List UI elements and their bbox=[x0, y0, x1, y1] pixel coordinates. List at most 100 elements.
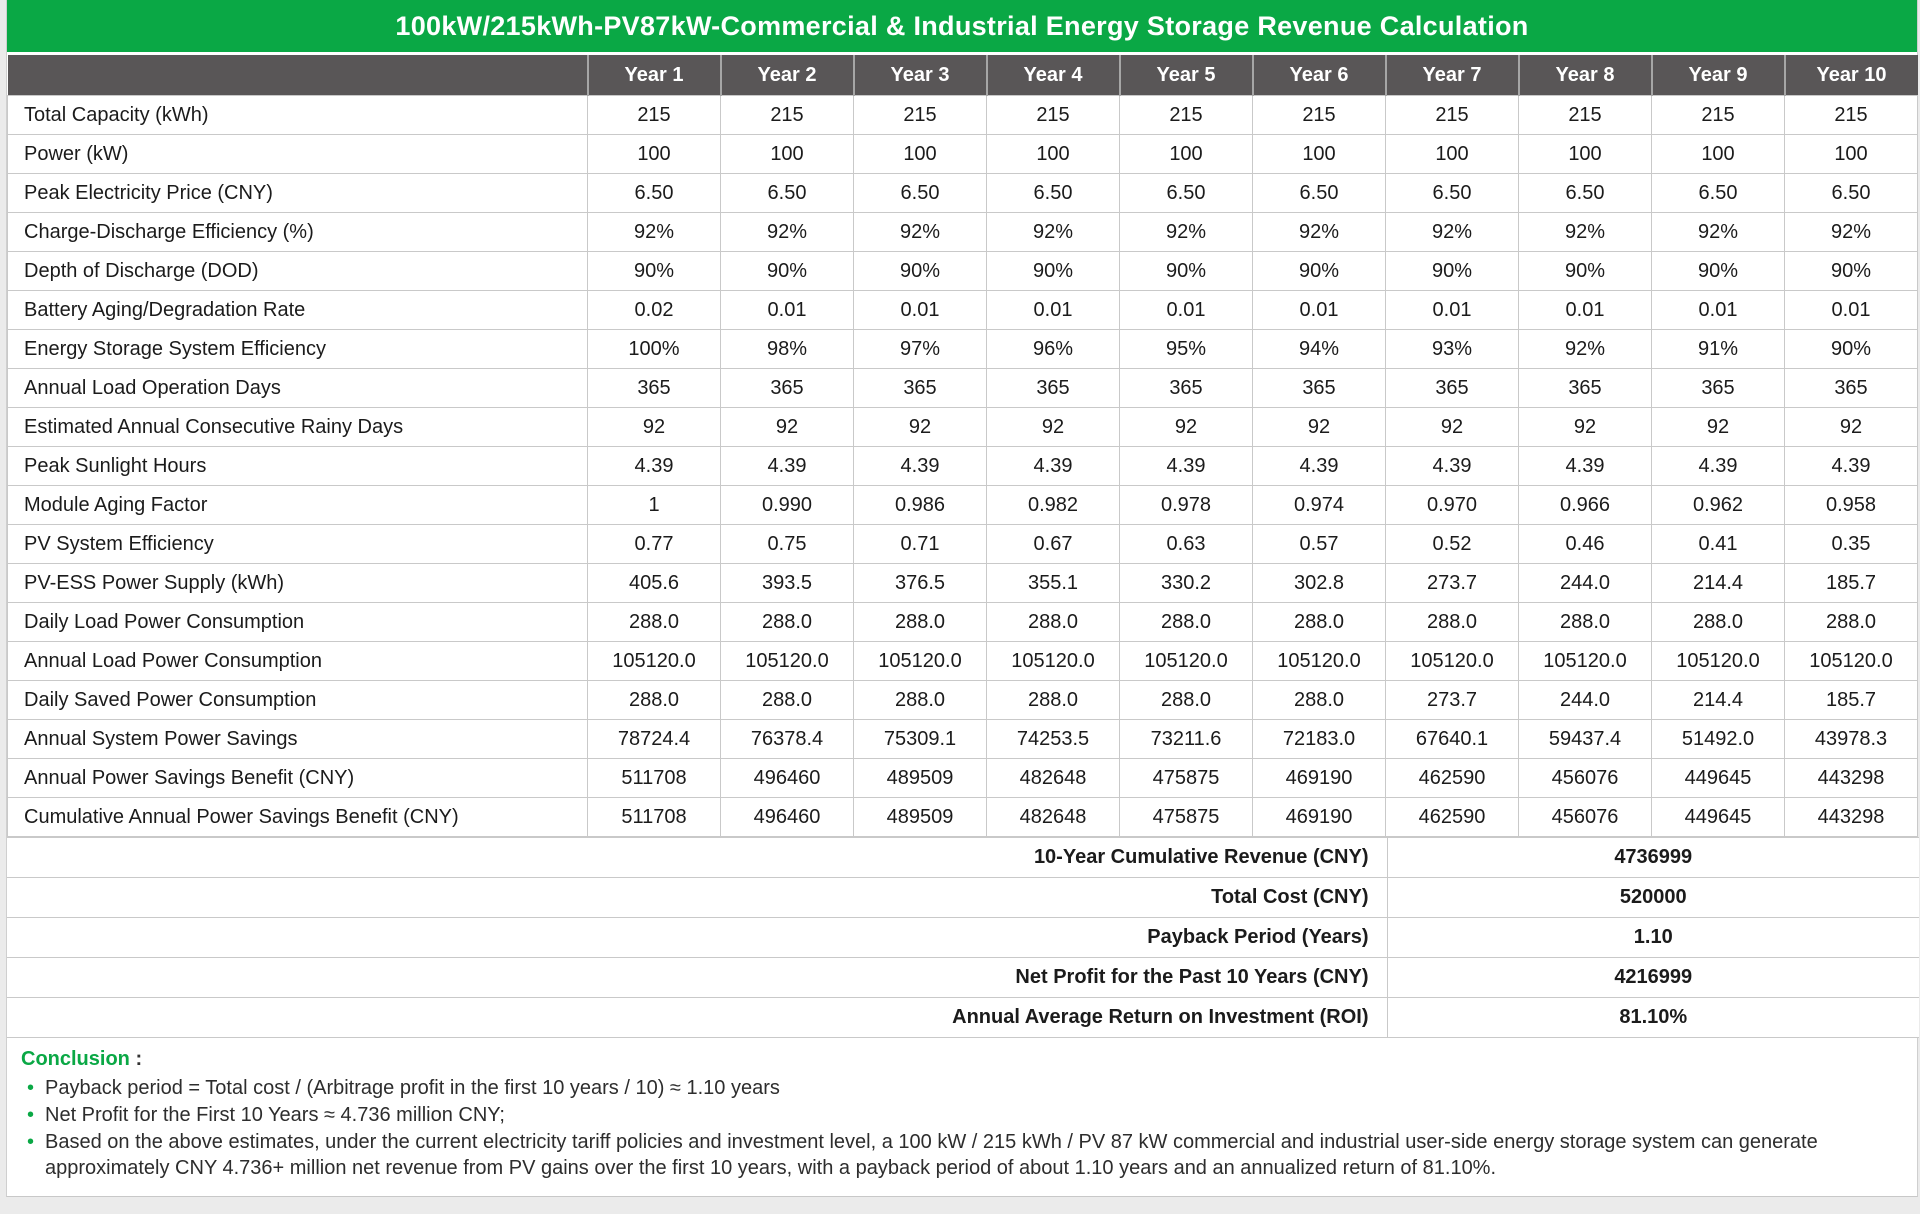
summary-row: Net Profit for the Past 10 Years (CNY) 42… bbox=[7, 957, 1919, 998]
cell-value: 215 bbox=[1252, 95, 1386, 135]
summary-value: 4216999 bbox=[1387, 957, 1919, 998]
cell-value: 215 bbox=[587, 95, 721, 135]
cell-value: 215 bbox=[1518, 95, 1652, 135]
summary-value: 1.10 bbox=[1387, 917, 1919, 958]
report-title: 100kW/215kWh-PV87kW-Commercial & Industr… bbox=[7, 0, 1917, 52]
summary-label: Payback Period (Years) bbox=[7, 917, 1388, 958]
cell-value: 456076 bbox=[1518, 797, 1652, 837]
cell-value: 273.7 bbox=[1385, 563, 1519, 603]
cell-value: 365 bbox=[1119, 368, 1253, 408]
cell-value: 0.970 bbox=[1385, 485, 1519, 525]
cell-value: 73211.6 bbox=[1119, 719, 1253, 759]
cell-value: 302.8 bbox=[1252, 563, 1386, 603]
cell-value: 92 bbox=[1518, 407, 1652, 447]
cell-value: 100 bbox=[1385, 134, 1519, 174]
cell-value: 496460 bbox=[720, 797, 854, 837]
cell-value: 288.0 bbox=[1252, 680, 1386, 720]
row-label: Peak Sunlight Hours bbox=[7, 446, 588, 486]
row-label: Annual Load Operation Days bbox=[7, 368, 588, 408]
cell-value: 365 bbox=[986, 368, 1120, 408]
table-row: Charge-Discharge Efficiency (%) 92% 92% 92%… bbox=[7, 212, 1918, 252]
summary-label: Annual Average Return on Investment (ROI… bbox=[7, 997, 1388, 1038]
cell-value: 365 bbox=[1385, 368, 1519, 408]
summary-body: 10-Year Cumulative Revenue (CNY) 4736999 T… bbox=[7, 837, 1919, 1038]
cell-value: 496460 bbox=[720, 758, 854, 798]
cell-value: 0.990 bbox=[720, 485, 854, 525]
row-label: Peak Electricity Price (CNY) bbox=[7, 173, 588, 213]
cell-value: 59437.4 bbox=[1518, 719, 1652, 759]
cell-value: 100 bbox=[853, 134, 987, 174]
cell-value: 215 bbox=[1651, 95, 1785, 135]
cell-value: 92% bbox=[720, 212, 854, 252]
cell-value: 4.39 bbox=[720, 446, 854, 486]
summary-label: 10-Year Cumulative Revenue (CNY) bbox=[7, 837, 1388, 878]
summary-table: 10-Year Cumulative Revenue (CNY) 4736999 T… bbox=[7, 837, 1919, 1038]
cell-value: 511708 bbox=[587, 758, 721, 798]
cell-value: 288.0 bbox=[720, 680, 854, 720]
cell-value: 288.0 bbox=[1651, 602, 1785, 642]
table-row: Daily Saved Power Consumption 288.0 288.0 2… bbox=[7, 680, 1918, 720]
cell-value: 214.4 bbox=[1651, 563, 1785, 603]
year-header: Year 10 bbox=[1783, 55, 1918, 96]
year-header: Year 6 bbox=[1251, 55, 1386, 96]
cell-value: 92% bbox=[1252, 212, 1386, 252]
table-row: Peak Sunlight Hours 4.39 4.39 4.39 4.39 4.39 4… bbox=[7, 446, 1918, 486]
table-row: Estimated Annual Consecutive Rainy Days 9… bbox=[7, 407, 1918, 447]
conclusion-bullet: Based on the above estimates, under the … bbox=[21, 1129, 1889, 1181]
cell-value: 214.4 bbox=[1651, 680, 1785, 720]
cell-value: 288.0 bbox=[1385, 602, 1519, 642]
cell-value: 215 bbox=[720, 95, 854, 135]
cell-value: 469190 bbox=[1252, 797, 1386, 837]
cell-value: 0.01 bbox=[853, 290, 987, 330]
cell-value: 100 bbox=[1252, 134, 1386, 174]
conclusion-bullet: Net Profit for the First 10 Years ≈ 4.73… bbox=[21, 1102, 1889, 1128]
cell-value: 92 bbox=[587, 407, 721, 447]
row-label: Estimated Annual Consecutive Rainy Days bbox=[7, 407, 588, 447]
row-label: PV System Efficiency bbox=[7, 524, 588, 564]
cell-value: 105120.0 bbox=[1518, 641, 1652, 681]
cell-value: 288.0 bbox=[587, 680, 721, 720]
cell-value: 0.974 bbox=[1252, 485, 1386, 525]
table-row: Energy Storage System Efficiency 100% 98% 9… bbox=[7, 329, 1918, 369]
cell-value: 90% bbox=[986, 251, 1120, 291]
summary-label: Net Profit for the Past 10 Years (CNY) bbox=[7, 957, 1388, 998]
cell-value: 0.958 bbox=[1784, 485, 1918, 525]
cell-value: 92 bbox=[986, 407, 1120, 447]
cell-value: 511708 bbox=[587, 797, 721, 837]
cell-value: 90% bbox=[1119, 251, 1253, 291]
cell-value: 100 bbox=[1518, 134, 1652, 174]
cell-value: 4.39 bbox=[853, 446, 987, 486]
cell-value: 90% bbox=[853, 251, 987, 291]
cell-value: 475875 bbox=[1119, 758, 1253, 798]
row-label: Annual System Power Savings bbox=[7, 719, 588, 759]
cell-value: 482648 bbox=[986, 758, 1120, 798]
cell-value: 92% bbox=[1651, 212, 1785, 252]
cell-value: 100 bbox=[1119, 134, 1253, 174]
cell-value: 92 bbox=[853, 407, 987, 447]
cell-value: 185.7 bbox=[1784, 563, 1918, 603]
summary-value: 81.10% bbox=[1387, 997, 1919, 1038]
cell-value: 0.966 bbox=[1518, 485, 1652, 525]
cell-value: 6.50 bbox=[1385, 173, 1519, 213]
year-header: Year 3 bbox=[852, 55, 987, 96]
summary-label: Total Cost (CNY) bbox=[7, 877, 1388, 918]
cell-value: 97% bbox=[853, 329, 987, 369]
cell-value: 6.50 bbox=[1252, 173, 1386, 213]
cell-value: 215 bbox=[1119, 95, 1253, 135]
cell-value: 4.39 bbox=[986, 446, 1120, 486]
cell-value: 4.39 bbox=[1784, 446, 1918, 486]
row-label: Power (kW) bbox=[7, 134, 588, 174]
year-header: Year 1 bbox=[586, 55, 721, 96]
year-header: Year 5 bbox=[1118, 55, 1253, 96]
cell-value: 449645 bbox=[1651, 797, 1785, 837]
cell-value: 100% bbox=[587, 329, 721, 369]
cell-value: 92% bbox=[1784, 212, 1918, 252]
table-row: Annual Load Operation Days 365 365 365 365 36… bbox=[7, 368, 1918, 408]
cell-value: 75309.1 bbox=[853, 719, 987, 759]
cell-value: 100 bbox=[1784, 134, 1918, 174]
cell-value: 185.7 bbox=[1784, 680, 1918, 720]
cell-value: 0.75 bbox=[720, 524, 854, 564]
cell-value: 92% bbox=[986, 212, 1120, 252]
year-header: Year 7 bbox=[1384, 55, 1519, 96]
year-header: Year 9 bbox=[1650, 55, 1785, 96]
